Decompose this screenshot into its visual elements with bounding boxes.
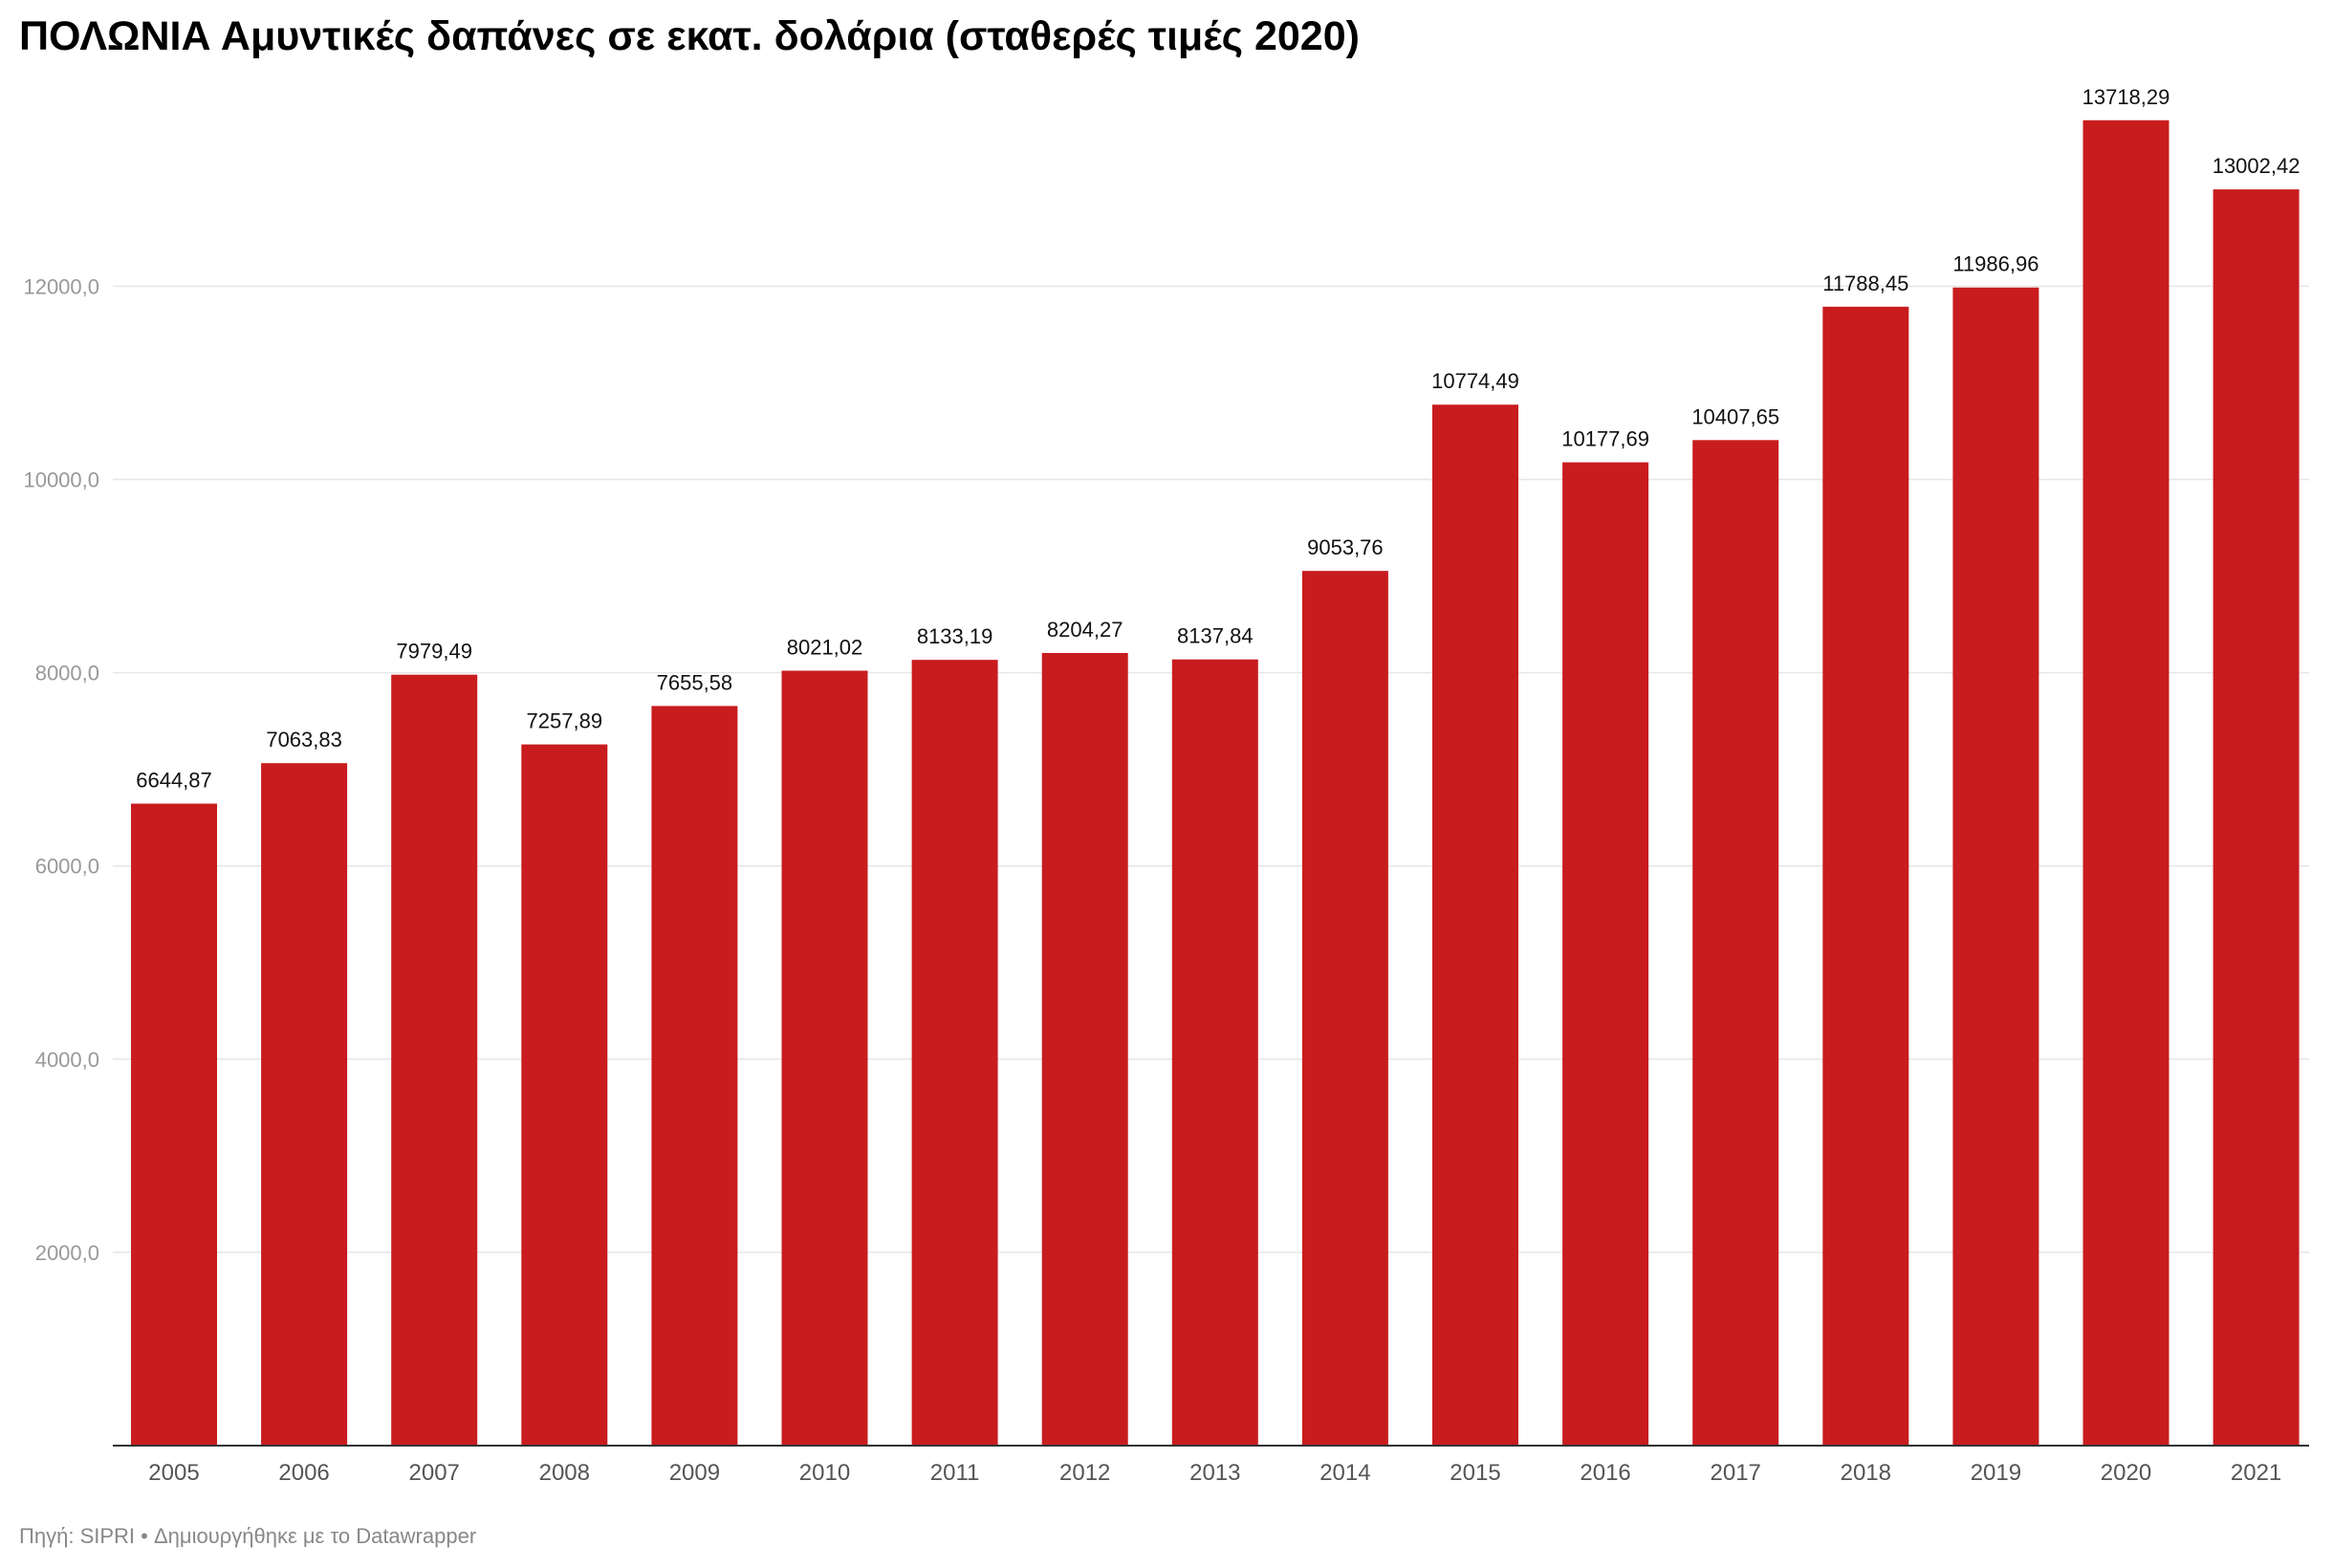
y-tick-label: 2000,0: [35, 1241, 99, 1265]
data-label-2014: 9053,76: [1307, 535, 1384, 559]
y-tick-label: 6000,0: [35, 855, 99, 879]
data-label-2008: 7257,89: [527, 709, 603, 733]
x-tick-label: 2019: [1971, 1460, 2021, 1486]
bar-2009: [651, 706, 738, 1446]
bar-2016: [1562, 462, 1649, 1446]
x-tick-label: 2018: [1841, 1460, 1891, 1486]
bar-2010: [781, 670, 868, 1446]
bar-2014: [1301, 571, 1388, 1446]
x-tick-label: 2021: [2231, 1460, 2281, 1486]
bar-2012: [1041, 652, 1128, 1446]
bar-2015: [1432, 404, 1518, 1446]
bars: [131, 120, 2300, 1447]
bar-2011: [911, 660, 998, 1446]
x-tick-label: 2006: [278, 1460, 329, 1486]
source-footer: Πηγή: SIPRI • Δημιουργήθηκε με το Datawr…: [19, 1524, 477, 1548]
x-tick-label: 2007: [409, 1460, 460, 1486]
data-label-2009: 7655,58: [657, 670, 733, 694]
data-label-2012: 8204,27: [1047, 618, 1123, 642]
bar-2018: [1822, 306, 1909, 1447]
x-tick-label: 2011: [930, 1460, 980, 1486]
data-label-2016: 10177,69: [1561, 427, 1649, 451]
x-tick-label: 2010: [799, 1460, 850, 1486]
data-label-2011: 8133,19: [917, 624, 993, 648]
bar-2020: [2082, 120, 2169, 1446]
bar-2006: [261, 763, 348, 1446]
x-tick-label: 2015: [1450, 1460, 1500, 1486]
data-label-2007: 7979,49: [396, 640, 472, 664]
bar-2013: [1171, 659, 1258, 1446]
y-axis-ticks: 2000,0 4000,0 6000,0 8000,0 10000,0 12000,0: [23, 274, 99, 1265]
x-axis-ticks: 2005 2006 2007 2008 2009 2010 2011 2012 2013 2014…: [148, 1460, 2281, 1486]
chart-title: ΠΟΛΩΝΙΑ Αμυντικές δαπάνες σε εκατ. δολάρ…: [19, 13, 1360, 59]
y-tick-label: 8000,0: [35, 662, 99, 686]
bar-2008: [521, 744, 608, 1446]
data-label-2010: 8021,02: [787, 635, 863, 659]
x-tick-label: 2013: [1189, 1460, 1240, 1486]
x-tick-label: 2016: [1580, 1460, 1630, 1486]
data-label-2017: 10407,65: [1691, 404, 1779, 428]
data-label-2013: 8137,84: [1177, 624, 1254, 648]
data-label-2020: 13718,29: [2082, 85, 2170, 109]
data-label-2021: 13002,42: [2213, 154, 2300, 178]
data-label-2015: 10774,49: [1431, 369, 1519, 393]
data-label-2006: 7063,83: [266, 728, 342, 751]
x-tick-label: 2014: [1319, 1460, 1370, 1486]
data-label-2019: 11986,96: [1952, 252, 2039, 276]
x-tick-label: 2005: [148, 1460, 199, 1486]
x-tick-label: 2009: [669, 1460, 720, 1486]
x-tick-label: 2020: [2101, 1460, 2151, 1486]
y-tick-label: 12000,0: [23, 274, 99, 298]
y-tick-label: 10000,0: [23, 468, 99, 492]
data-label-2005: 6644,87: [136, 769, 212, 793]
x-tick-label: 2012: [1059, 1460, 1110, 1486]
data-labels: 6644,87 7063,83 7979,49 7257,89 7655,58 8021,…: [136, 85, 2300, 793]
bar-2019: [1952, 287, 2039, 1447]
y-tick-label: 4000,0: [35, 1048, 99, 1072]
data-label-2018: 11788,45: [1822, 272, 1908, 295]
bar-2007: [391, 674, 478, 1446]
x-tick-label: 2008: [539, 1460, 590, 1486]
bar-2005: [131, 803, 217, 1446]
x-tick-label: 2017: [1711, 1460, 1761, 1486]
bar-2017: [1692, 440, 1779, 1446]
bar-2021: [2213, 189, 2300, 1446]
